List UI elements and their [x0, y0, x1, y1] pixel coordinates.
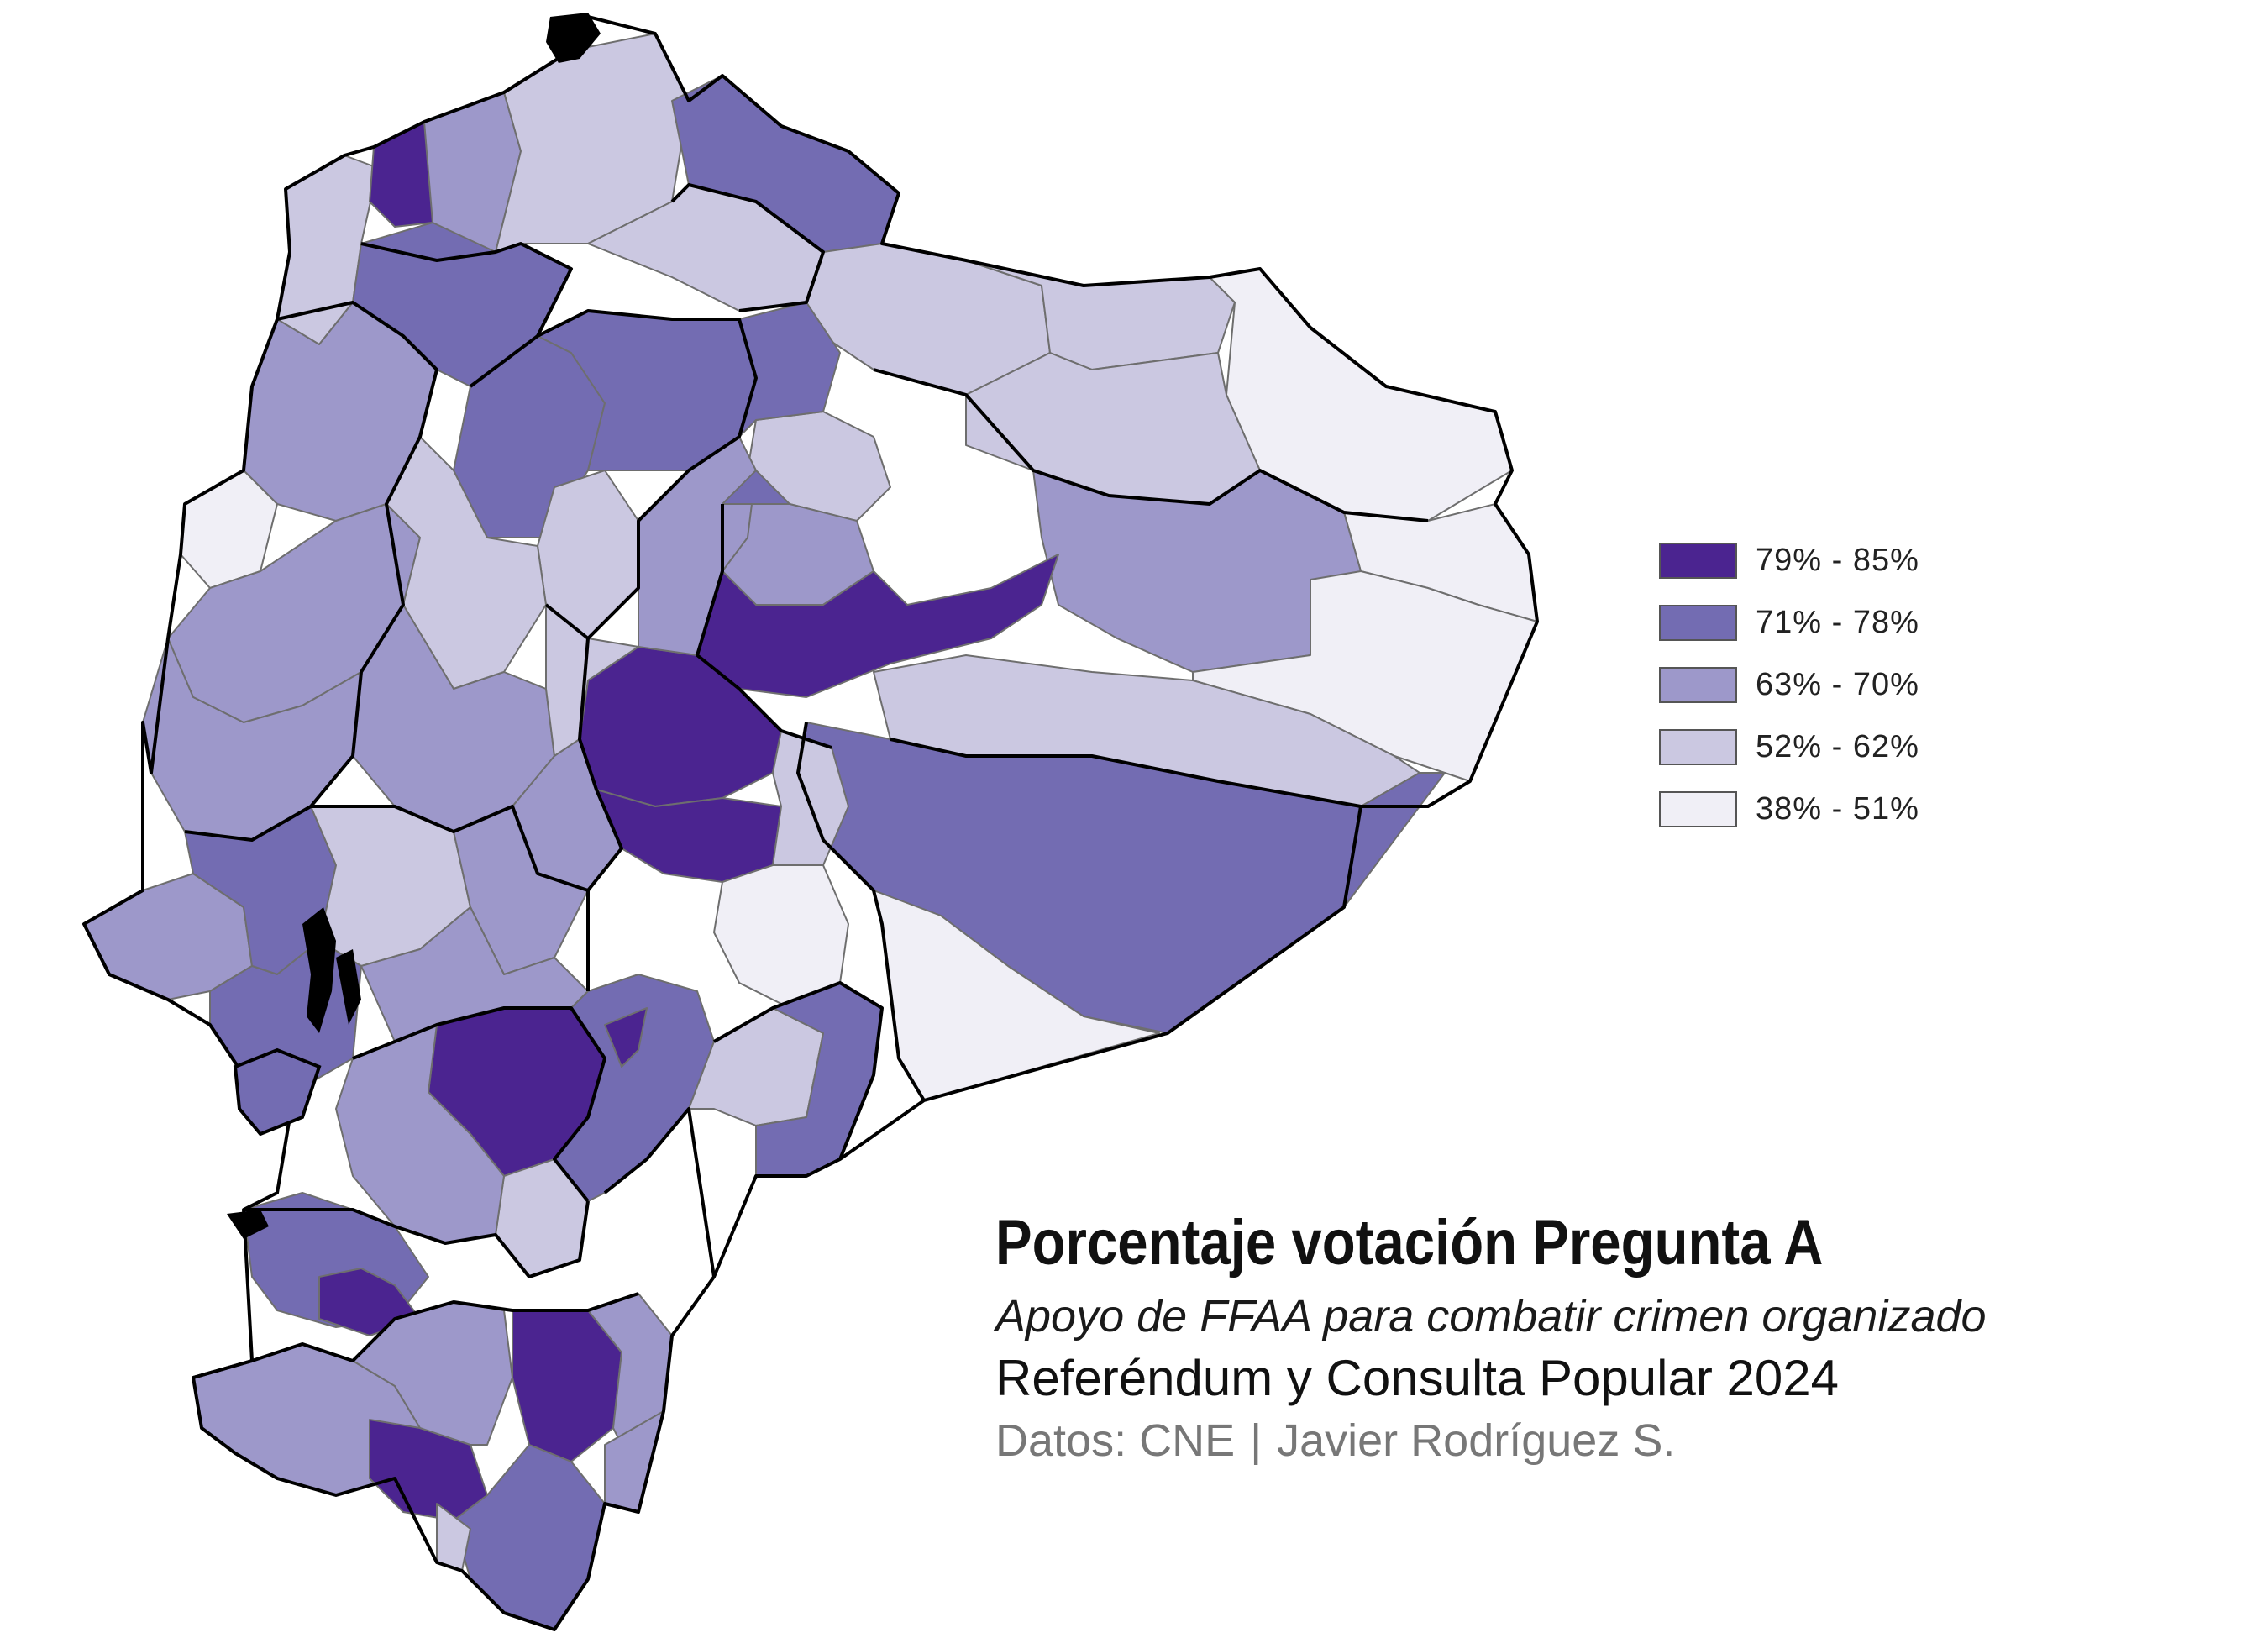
region-pastaza-west-dark: [604, 1007, 648, 1068]
border-zamora: [603, 1107, 716, 1278]
legend-item: 79% - 85%: [1659, 529, 2012, 591]
credits-author: Javier Rodríguez S.: [1277, 1415, 1676, 1466]
border-canar: [352, 1006, 606, 1203]
title-block: Porcentaje votación Pregunta A Apoyo de …: [995, 1205, 2213, 1471]
credits-source: Datos: CNE: [995, 1415, 1236, 1466]
legend-item: 63% - 70%: [1659, 654, 2012, 716]
border-esmeraldas: [360, 242, 573, 337]
map-title: Porcentaje votación Pregunta A: [995, 1207, 1824, 1278]
province-borders: [82, 15, 1539, 1631]
region-sucumbios-south: [965, 352, 1261, 505]
legend-label: 71% - 78%: [1756, 604, 1919, 640]
country-outline: [82, 15, 1539, 1631]
border-pichincha: [469, 309, 758, 640]
legend-label: 52% - 62%: [1756, 728, 1919, 764]
border-guayas: [184, 805, 590, 991]
border-pastaza: [796, 722, 926, 1102]
border-sucumbios: [873, 368, 1429, 522]
border-carchi: [670, 183, 825, 312]
border-cotopaxi: [544, 603, 623, 892]
credits: Datos: CNE | Javier Rodríguez S.: [995, 1410, 2213, 1471]
island-north-coast: [546, 13, 601, 63]
legend-swatch: [1659, 542, 1737, 579]
legend-label: 79% - 85%: [1756, 542, 1919, 578]
border-azuay: [244, 1200, 590, 1278]
legend-swatch: [1659, 604, 1737, 641]
island-jambeli: [227, 1210, 269, 1239]
legend-swatch: [1659, 728, 1737, 765]
island-mangroves-2: [336, 949, 361, 1025]
border-napo: [696, 504, 832, 749]
legend: 79% - 85% 71% - 78% 63% - 70% 52% - 62% …: [1659, 529, 2012, 840]
island-puna: [233, 1047, 322, 1137]
region-napo-dark: [696, 554, 1059, 698]
region-pichincha-east: [722, 470, 790, 505]
region-cotopaxi-dark: [596, 789, 782, 883]
region-bolivar-light: [545, 604, 639, 757]
credits-separator: |: [1250, 1415, 1263, 1466]
border-manabi: [276, 301, 438, 808]
border-morona: [713, 981, 884, 1160]
border-el-oro: [192, 1292, 639, 1379]
legend-item: 38% - 51%: [1659, 778, 2012, 840]
legend-label: 63% - 70%: [1756, 666, 1919, 702]
islands: [227, 13, 601, 1239]
legend-swatch: [1659, 666, 1737, 703]
island-mangroves: [302, 907, 336, 1033]
border-orellana: [890, 738, 1362, 808]
legend-label: 38% - 51%: [1756, 790, 1919, 827]
map-subtitle: Apoyo de FFAA para combatir crimen organ…: [995, 1291, 1987, 1341]
cantons: [83, 33, 1538, 1630]
legend-item: 52% - 62%: [1659, 716, 2012, 778]
legend-item: 71% - 78%: [1659, 591, 2012, 654]
legend-swatch: [1659, 790, 1737, 827]
event-name: Referéndum y Consulta Popular 2024: [995, 1350, 1839, 1406]
